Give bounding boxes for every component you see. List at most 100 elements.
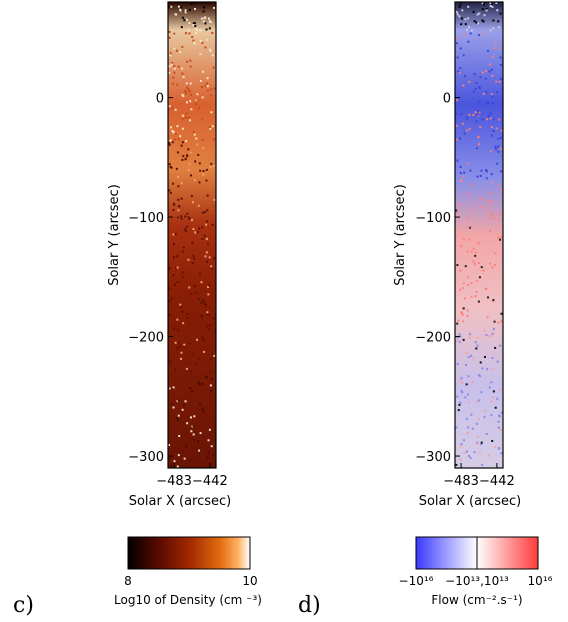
map-pixel — [169, 139, 172, 142]
map-pixel — [208, 256, 211, 259]
map-pixel — [466, 129, 469, 132]
map-pixel — [172, 130, 175, 133]
map-pixel — [176, 266, 179, 269]
map-pixel — [177, 5, 180, 8]
map-pixel — [177, 205, 180, 208]
map-pixel — [482, 33, 485, 36]
map-pixel — [460, 311, 463, 314]
map-pixel — [455, 463, 458, 466]
map-pixel — [201, 41, 204, 44]
map-pixel — [209, 357, 212, 360]
map-pixel — [490, 93, 493, 96]
map-pixel — [458, 137, 461, 140]
map-pixel — [180, 306, 183, 309]
map-pixel — [499, 388, 502, 391]
map-pixel — [491, 266, 494, 269]
map-pixel — [461, 9, 464, 12]
map-pixel — [472, 260, 475, 263]
map-pixel — [462, 54, 465, 57]
map-pixel — [500, 452, 503, 455]
map-pixel — [199, 432, 202, 435]
map-pixel — [497, 26, 500, 29]
map-pixel — [463, 451, 466, 454]
map-pixel — [186, 317, 189, 320]
map-pixel — [168, 457, 171, 460]
map-pixel — [169, 52, 172, 55]
map-pixel — [464, 265, 467, 268]
map-pixel — [479, 76, 482, 79]
map-pixel — [464, 396, 467, 399]
map-pixel — [176, 419, 179, 422]
map-pixel — [485, 9, 488, 12]
map-pixel — [469, 32, 472, 35]
map-pixel — [209, 50, 212, 53]
map-pixel — [497, 420, 500, 423]
map-pixel — [486, 118, 489, 121]
map-pixel — [494, 148, 497, 151]
y-axis-label: Solar Y (arcsec) — [393, 184, 408, 286]
map-pixel — [479, 126, 482, 129]
map-pixel — [168, 313, 171, 316]
map-pixel — [491, 102, 494, 105]
map-pixel — [491, 55, 494, 58]
map-pixel — [192, 22, 195, 25]
x-axis-label: Solar X (arcsec) — [129, 494, 232, 509]
map-pixel — [171, 61, 174, 64]
map-pixel — [193, 285, 196, 288]
map-pixel — [492, 19, 495, 22]
map-pixel — [464, 74, 467, 77]
map-pixel — [197, 381, 200, 384]
map-pixel — [191, 201, 194, 204]
map-pixel — [458, 333, 461, 336]
map-pixel — [500, 411, 503, 414]
map-pixel — [189, 387, 192, 390]
map-pixel — [491, 200, 494, 203]
map-pixel — [178, 435, 181, 438]
map-pixel — [202, 300, 205, 303]
map-pixel — [176, 83, 179, 86]
map-pixel — [194, 8, 197, 11]
map-pixel — [463, 171, 466, 174]
map-pixel — [205, 168, 208, 171]
map-pixel — [184, 11, 187, 14]
map-pixel — [201, 96, 204, 99]
map-pixel — [182, 246, 185, 249]
map-pixel — [483, 14, 486, 17]
map-pixel — [201, 118, 204, 121]
map-pixel — [211, 54, 214, 57]
map-pixel — [174, 368, 177, 371]
map-pixel — [478, 452, 481, 455]
map-pixel — [497, 20, 500, 23]
map-pixel — [489, 262, 492, 265]
map-pixel — [460, 17, 463, 20]
map-pixel — [458, 5, 461, 8]
map-pixel — [491, 74, 494, 77]
map-pixel — [172, 242, 175, 245]
map-pixel — [196, 98, 199, 101]
map-pixel — [213, 87, 216, 90]
map-pixel — [188, 286, 191, 289]
map-pixel — [455, 42, 458, 45]
map-pixel — [169, 191, 172, 194]
map-pixel — [209, 384, 212, 387]
map-pixel — [496, 162, 499, 165]
map-pixel — [209, 166, 212, 169]
map-pixel — [168, 444, 171, 447]
map-pixel — [468, 226, 471, 229]
map-pixel — [478, 85, 481, 88]
map-pixel — [183, 345, 186, 348]
map-pixel — [181, 275, 184, 278]
map-pixel — [202, 170, 205, 173]
map-pixel — [468, 25, 471, 28]
map-pixel — [484, 409, 487, 412]
map-pixel — [188, 162, 191, 165]
map-pixel — [459, 203, 462, 206]
map-pixel — [460, 23, 463, 26]
map-pixel — [459, 67, 462, 70]
map-pixel — [192, 438, 195, 441]
map-pixel — [470, 29, 473, 32]
map-pixel — [481, 8, 484, 11]
map-pixel — [208, 48, 211, 51]
map-pixel — [172, 233, 175, 236]
map-pixel — [201, 70, 204, 73]
